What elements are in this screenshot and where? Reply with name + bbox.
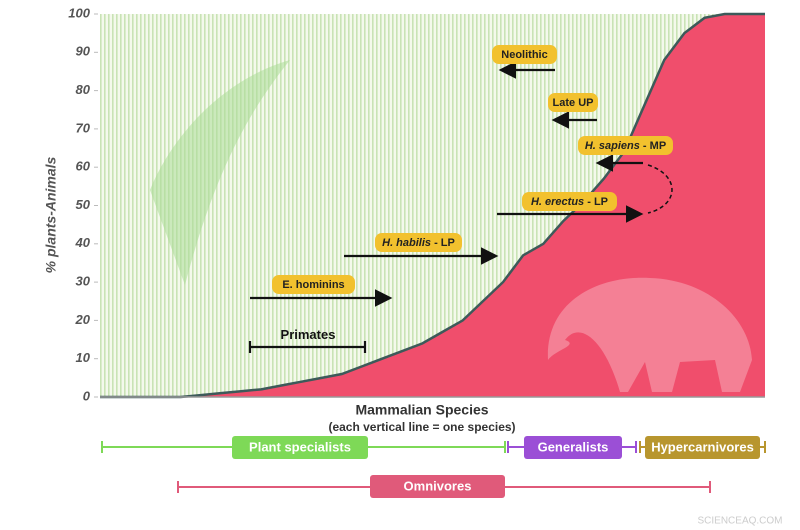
annotation-text: Neolithic [501, 49, 547, 61]
group-label: Omnivores [404, 478, 472, 493]
annotation-italic: H. erectus [531, 196, 584, 208]
y-tick-label: 90 [76, 44, 91, 59]
watermark: SCIENCEAQ.COM [697, 516, 782, 527]
palm-leaf [150, 60, 290, 285]
annotation-text: E. hominins [282, 279, 344, 291]
annotation-box [375, 233, 462, 252]
mammoth [547, 277, 752, 392]
arrows [248, 61, 673, 353]
annotation-label: Late UP [553, 97, 594, 109]
y-tick-label: 10 [76, 350, 91, 365]
annotation-text: - LP [584, 196, 608, 208]
annotation-italic: H. sapiens [585, 140, 640, 152]
area-line [100, 12, 765, 399]
group-box [370, 475, 505, 498]
annotation-label: Primates [281, 327, 336, 342]
x-axis-sublabel: (each vertical line = one species) [328, 420, 515, 434]
annotation-box [548, 93, 598, 112]
x-axis-label: Mammalian Species [355, 402, 488, 418]
annotation-box [272, 275, 355, 294]
y-tick-label: 50 [76, 197, 91, 212]
group-label: Hypercarnivores [651, 439, 754, 454]
y-tick-label: 20 [75, 312, 91, 327]
annotation-text: - LP [431, 237, 455, 249]
y-axis-label: % plants-Animals [43, 156, 59, 273]
group-box [232, 436, 368, 459]
annotation-box [522, 192, 617, 211]
annotation-label: H. erectus - LP [531, 196, 608, 208]
annotation-label: Neolithic [501, 49, 547, 61]
group-label: Generalists [538, 439, 609, 454]
y-tick-label: 60 [76, 159, 91, 174]
y-tick-label: 0 [83, 388, 91, 403]
annotation-box [492, 45, 557, 64]
y-tick-label: 100 [68, 5, 90, 20]
y-tick-label: 40 [75, 235, 91, 250]
annotation-label: E. hominins [282, 279, 344, 291]
group-box [524, 436, 622, 459]
annotation-text: - MP [640, 140, 666, 152]
annotation-box [578, 136, 673, 155]
y-tick-label: 70 [76, 120, 91, 135]
group-label: Plant specialists [249, 439, 351, 454]
group-box [645, 436, 760, 459]
annotation-label: H. habilis - LP [382, 237, 455, 249]
annotation-text: Primates [281, 327, 336, 342]
y-tick-label: 30 [76, 274, 91, 289]
annotation-italic: H. habilis [382, 237, 431, 249]
annotation-text: Late UP [553, 97, 594, 109]
annotation-label: H. sapiens - MP [585, 140, 666, 152]
y-tick-label: 80 [76, 82, 91, 97]
